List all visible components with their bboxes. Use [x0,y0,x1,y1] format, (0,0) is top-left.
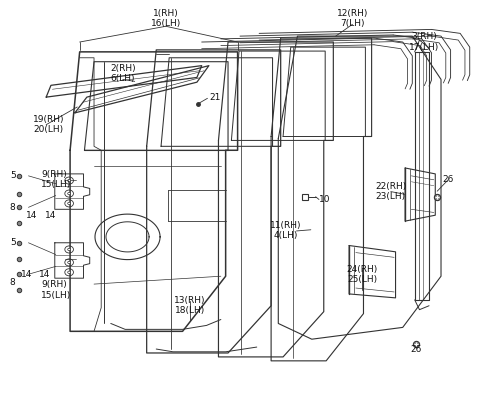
Text: 14: 14 [45,211,57,220]
Text: 11(RH)
4(LH): 11(RH) 4(LH) [270,222,301,241]
Text: 24(RH)
25(LH): 24(RH) 25(LH) [347,265,378,284]
Text: 2(RH)
6(LH): 2(RH) 6(LH) [110,64,135,83]
Circle shape [68,192,71,195]
Text: 26: 26 [410,344,422,354]
Text: 14: 14 [39,270,50,279]
Text: 10: 10 [319,195,330,204]
Text: 3(RH)
17(LH): 3(RH) 17(LH) [409,32,439,52]
Text: 14: 14 [21,270,33,279]
Text: 26: 26 [443,175,454,184]
Text: 22(RH)
23(LH): 22(RH) 23(LH) [375,182,407,201]
Circle shape [68,202,71,205]
Text: 21: 21 [209,93,220,102]
Text: 8: 8 [10,278,15,287]
Text: 12(RH)
7(LH): 12(RH) 7(LH) [337,9,368,28]
Text: 9(RH)
15(LH): 9(RH) 15(LH) [41,170,72,189]
Circle shape [68,271,71,273]
Text: 19(RH)
20(LH): 19(RH) 20(LH) [33,115,65,134]
Circle shape [68,179,71,182]
Text: 5: 5 [10,238,15,247]
Text: 9(RH)
15(LH): 9(RH) 15(LH) [41,280,72,299]
Circle shape [68,248,71,251]
Circle shape [68,261,71,263]
Text: 14: 14 [26,211,37,220]
Text: 1(RH)
16(LH): 1(RH) 16(LH) [151,9,181,28]
Text: 5: 5 [10,171,15,181]
Text: 13(RH)
18(LH): 13(RH) 18(LH) [174,296,205,315]
Text: 8: 8 [10,203,15,212]
